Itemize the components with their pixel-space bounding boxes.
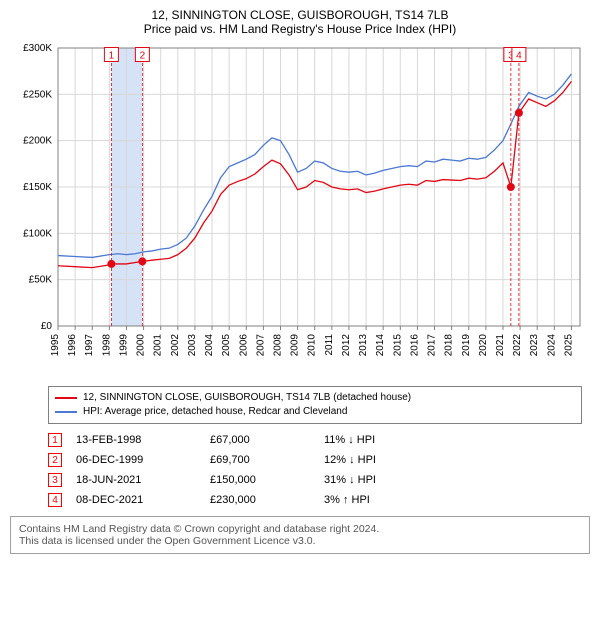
- ytick-label: £200K: [23, 136, 52, 147]
- title-address: 12, SINNINGTON CLOSE, GUISBOROUGH, TS14 …: [0, 8, 600, 22]
- xtick-label: 2025: [563, 334, 574, 357]
- chart-svg: £0 £50K £100K £150K £200K £250K £300K 1995 1996 1…: [10, 40, 590, 380]
- xtick-label: 2004: [204, 334, 215, 357]
- legend-label-price: 12, SINNINGTON CLOSE, GUISBOROUGH, TS14 …: [83, 391, 411, 405]
- legend-series-hpi: HPI: Average price, detached house, Redc…: [55, 405, 575, 419]
- xtick-label: 1997: [84, 334, 95, 357]
- xtick-label: 2006: [238, 334, 249, 357]
- event-label-num: 1: [109, 50, 115, 61]
- xtick-label: 2000: [136, 334, 147, 357]
- xtick-label: 2018: [444, 334, 455, 357]
- xtick-label: 2014: [375, 334, 386, 357]
- event-date: 13-FEB-1998: [76, 430, 196, 450]
- xtick-label: 2008: [272, 334, 283, 357]
- ytick-label: £100K: [23, 228, 52, 239]
- legend-swatch-price: [55, 397, 77, 399]
- xtick-label: 2024: [546, 334, 557, 357]
- xtick-label: 2019: [461, 334, 472, 357]
- event-date: 06-DEC-1999: [76, 450, 196, 470]
- events-table: 1 13-FEB-1998 £67,000 11% ↓ HPI 2 06-DEC-1999…: [48, 430, 582, 510]
- event-marker: [515, 109, 523, 117]
- event-direction: 3% ↑ HPI: [324, 490, 370, 510]
- event-price: £150,000: [210, 470, 310, 490]
- event-num-box: 3: [48, 473, 62, 487]
- event-label-num: 4: [516, 50, 522, 61]
- xtick-label: 2023: [529, 334, 540, 357]
- xtick-label: 2007: [255, 334, 266, 357]
- event-marker: [507, 183, 515, 191]
- event-date: 08-DEC-2021: [76, 490, 196, 510]
- xtick-label: 2021: [495, 334, 506, 357]
- event-marker: [138, 257, 146, 265]
- event-row: 3 18-JUN-2021 £150,000 31% ↓ HPI: [48, 470, 582, 490]
- event-date: 18-JUN-2021: [76, 470, 196, 490]
- xtick-label: 2022: [512, 334, 523, 357]
- event-direction: 11% ↓ HPI: [324, 430, 375, 450]
- xtick-label: 2013: [358, 334, 369, 357]
- xtick-label: 2002: [170, 334, 181, 357]
- event-row: 4 08-DEC-2021 £230,000 3% ↑ HPI: [48, 490, 582, 510]
- legend-swatch-hpi: [55, 411, 77, 413]
- event-num-box: 1: [48, 433, 62, 447]
- event-price: £67,000: [210, 430, 310, 450]
- event-direction: 31% ↓ HPI: [324, 470, 376, 490]
- event-row: 2 06-DEC-1999 £69,700 12% ↓ HPI: [48, 450, 582, 470]
- event-num-box: 2: [48, 453, 62, 467]
- event-direction: 12% ↓ HPI: [324, 450, 376, 470]
- event-marker: [107, 260, 115, 268]
- legend-box: 12, SINNINGTON CLOSE, GUISBOROUGH, TS14 …: [48, 386, 582, 424]
- ytick-label: £250K: [23, 89, 52, 100]
- xtick-label: 1999: [118, 334, 129, 357]
- ytick-label: £50K: [29, 275, 53, 286]
- xtick-label: 1995: [50, 334, 61, 357]
- legend-series-price: 12, SINNINGTON CLOSE, GUISBOROUGH, TS14 …: [55, 391, 575, 405]
- xtick-label: 2011: [324, 334, 335, 356]
- footer-box: Contains HM Land Registry data © Crown c…: [10, 516, 590, 554]
- chart-titles: 12, SINNINGTON CLOSE, GUISBOROUGH, TS14 …: [0, 0, 600, 40]
- ytick-label: £300K: [23, 43, 52, 54]
- ytick-label: £150K: [23, 182, 52, 193]
- xtick-label: 2001: [153, 334, 164, 357]
- xtick-label: 2009: [290, 334, 301, 357]
- xtick-label: 1996: [67, 334, 78, 357]
- footer-line2: This data is licensed under the Open Gov…: [19, 535, 581, 547]
- xtick-label: 2010: [307, 334, 318, 357]
- event-label-num: 2: [140, 50, 146, 61]
- xtick-label: 1998: [101, 334, 112, 357]
- title-subtitle: Price paid vs. HM Land Registry's House …: [0, 22, 600, 36]
- chart-area: £0 £50K £100K £150K £200K £250K £300K 1995 1996 1…: [10, 40, 590, 380]
- xtick-label: 2015: [392, 334, 403, 357]
- event-price: £69,700: [210, 450, 310, 470]
- xtick-label: 2016: [409, 334, 420, 357]
- xtick-label: 2012: [341, 334, 352, 357]
- xtick-label: 2017: [427, 334, 438, 357]
- footer-line1: Contains HM Land Registry data © Crown c…: [19, 523, 581, 535]
- ytick-label: £0: [41, 321, 53, 332]
- legend-label-hpi: HPI: Average price, detached house, Redc…: [83, 405, 347, 419]
- xtick-label: 2005: [221, 334, 232, 357]
- event-row: 1 13-FEB-1998 £67,000 11% ↓ HPI: [48, 430, 582, 450]
- xtick-label: 2003: [187, 334, 198, 357]
- event-price: £230,000: [210, 490, 310, 510]
- event-num-box: 4: [48, 493, 62, 507]
- xtick-label: 2020: [478, 334, 489, 357]
